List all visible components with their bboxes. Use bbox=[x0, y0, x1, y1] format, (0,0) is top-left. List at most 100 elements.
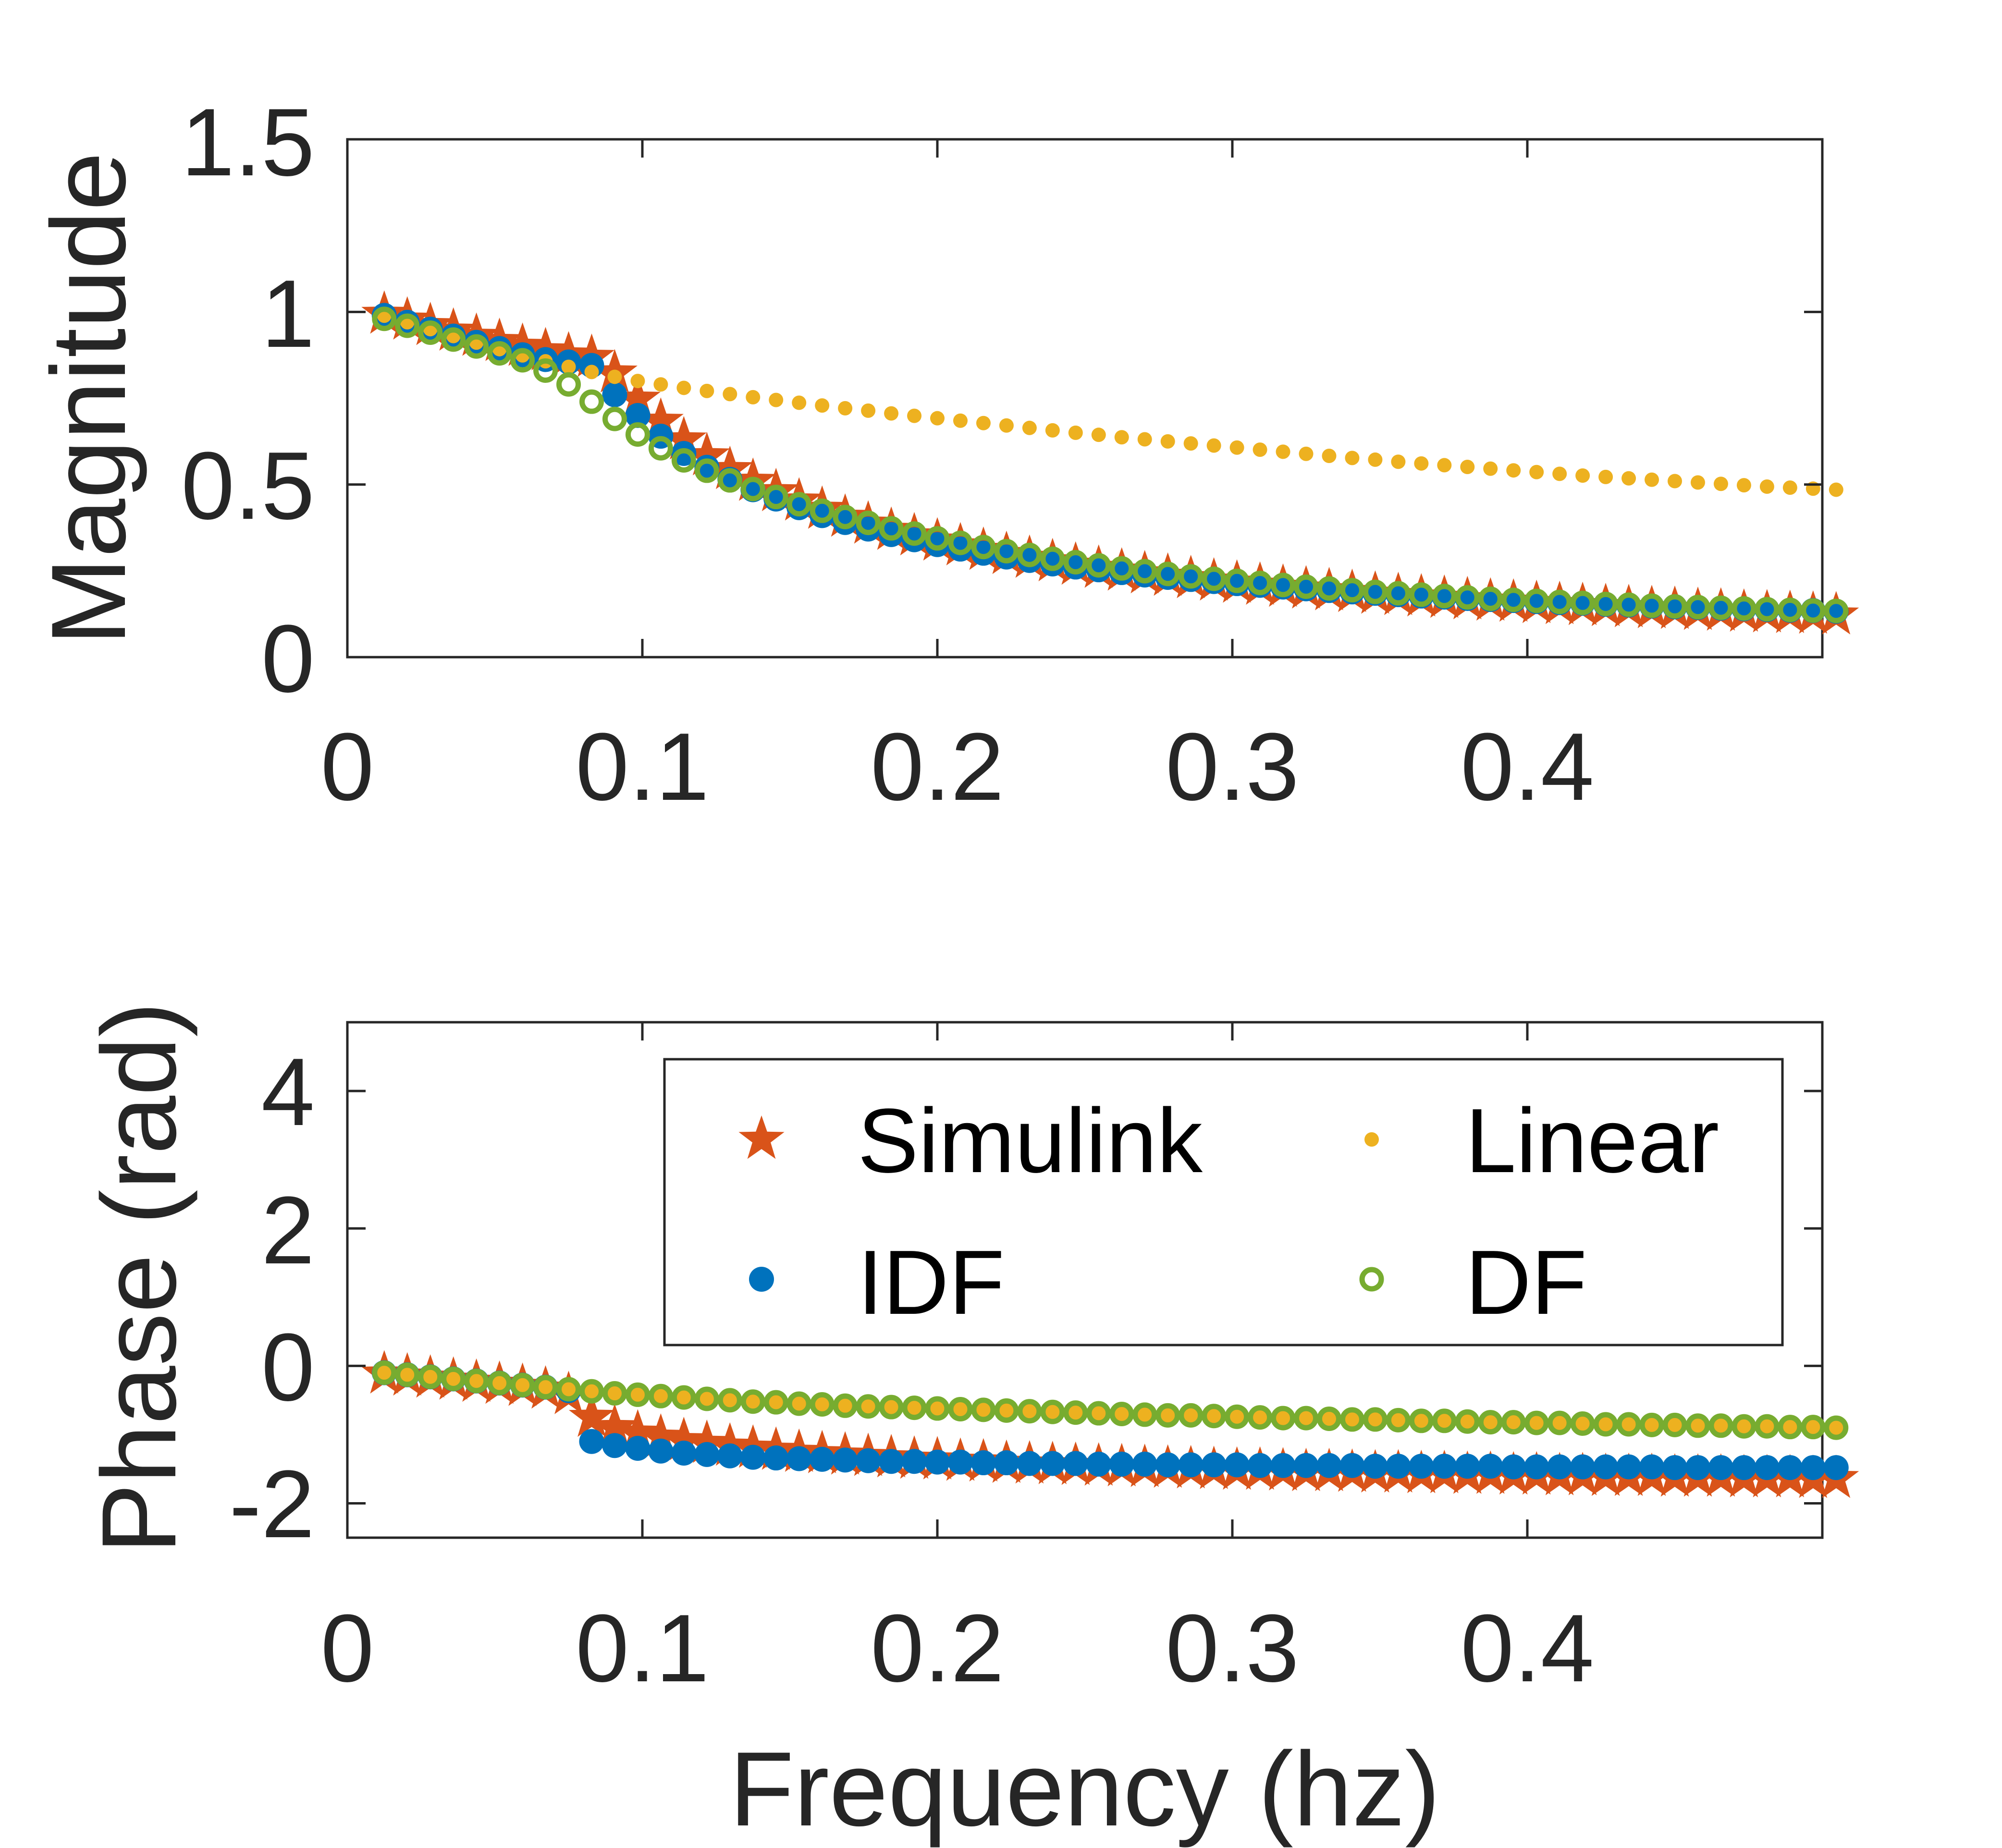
linear-point bbox=[561, 359, 576, 374]
linear-point bbox=[561, 1382, 576, 1396]
linear-point bbox=[999, 1403, 1014, 1418]
linear-point bbox=[1621, 1417, 1636, 1432]
legend-marker-circle-icon bbox=[1359, 1267, 1384, 1292]
df-point bbox=[533, 1375, 558, 1400]
df-point bbox=[971, 535, 996, 560]
simulink-point bbox=[684, 432, 730, 476]
df-point bbox=[395, 1362, 420, 1387]
linear-point bbox=[1782, 1420, 1797, 1434]
df-point bbox=[1455, 1409, 1480, 1434]
legend-marker bbox=[749, 1267, 774, 1292]
idf-point bbox=[602, 1433, 627, 1458]
idf-point bbox=[1040, 1451, 1065, 1476]
idf-point bbox=[1155, 1452, 1180, 1478]
linear-point bbox=[838, 1398, 853, 1413]
df-point bbox=[833, 1393, 858, 1418]
linear-point bbox=[1229, 440, 1244, 455]
mag-xtick-label: 0.2 bbox=[871, 713, 1004, 820]
linear-point bbox=[1114, 430, 1129, 445]
df-point bbox=[1248, 1405, 1273, 1430]
df-point bbox=[1202, 566, 1227, 591]
df-point bbox=[1316, 1406, 1341, 1431]
linear-point bbox=[1575, 468, 1590, 483]
df-point bbox=[717, 468, 742, 493]
linear-point bbox=[700, 1392, 714, 1407]
idf-point bbox=[1662, 1455, 1687, 1481]
idf-point bbox=[1823, 1455, 1849, 1481]
linear-point bbox=[1621, 471, 1636, 486]
linear-point bbox=[1713, 477, 1728, 491]
df-point bbox=[510, 1372, 535, 1397]
df-point bbox=[1616, 592, 1641, 617]
linear-point bbox=[1276, 444, 1290, 459]
linear-point bbox=[700, 383, 714, 398]
df-point bbox=[1685, 1413, 1710, 1438]
linear-point bbox=[1736, 478, 1751, 493]
idf-point bbox=[579, 1429, 604, 1454]
linear-point bbox=[1552, 1416, 1567, 1431]
df-point bbox=[372, 306, 397, 331]
linear-point bbox=[584, 365, 599, 379]
linear-point bbox=[1736, 1419, 1751, 1434]
df-point bbox=[902, 521, 927, 546]
linear-point bbox=[1759, 1419, 1774, 1434]
linear-point bbox=[953, 1402, 968, 1417]
linear-point bbox=[1160, 434, 1175, 449]
df-point bbox=[1732, 596, 1756, 621]
linear-point bbox=[1713, 1418, 1728, 1433]
df-point bbox=[994, 538, 1019, 563]
idf-point bbox=[1547, 1454, 1572, 1480]
idf-point bbox=[1293, 1453, 1319, 1478]
phase-xtick-label: 0.2 bbox=[871, 1595, 1004, 1702]
idf-point bbox=[1432, 1454, 1457, 1479]
df-point bbox=[1708, 595, 1733, 620]
idf-point bbox=[947, 1449, 973, 1475]
df-point bbox=[1685, 595, 1710, 620]
simulink-point bbox=[568, 1393, 614, 1437]
idf-point bbox=[1017, 548, 1042, 573]
linear-point bbox=[930, 411, 945, 426]
df-point bbox=[925, 526, 950, 551]
df-point bbox=[602, 1381, 627, 1406]
df-point bbox=[395, 313, 420, 338]
legend-marker-dot-icon bbox=[749, 1267, 774, 1292]
magnitude-data-marks bbox=[361, 290, 1859, 635]
legend-entry-df: DF bbox=[1359, 1232, 1587, 1334]
linear-point bbox=[1506, 463, 1521, 478]
idf-point bbox=[1201, 1452, 1227, 1478]
df-point bbox=[1409, 582, 1434, 607]
idf-point bbox=[879, 1449, 904, 1474]
linear-point bbox=[1253, 1410, 1267, 1425]
idf-point bbox=[970, 540, 996, 566]
df-point bbox=[1432, 584, 1457, 609]
df-point bbox=[1593, 1412, 1618, 1437]
linear-point bbox=[1668, 1418, 1682, 1432]
linear-point bbox=[907, 408, 922, 423]
idf-point bbox=[1777, 1455, 1803, 1481]
magnitude-ylabel: Magnitude bbox=[29, 152, 147, 645]
df-point bbox=[1155, 562, 1180, 587]
legend: Simulink Linear IDF DF bbox=[663, 1058, 1784, 1346]
simulink-point bbox=[661, 416, 707, 460]
df-point bbox=[1662, 594, 1687, 619]
linear-point bbox=[1759, 479, 1774, 494]
simulink-point bbox=[638, 1413, 684, 1457]
idf-point bbox=[671, 1441, 697, 1466]
df-point bbox=[1386, 1407, 1411, 1432]
linear-point bbox=[769, 392, 784, 407]
legend-label: Linear bbox=[1465, 1090, 1719, 1192]
df-point bbox=[1478, 1410, 1503, 1435]
idf-point bbox=[879, 522, 904, 547]
idf-point bbox=[947, 537, 973, 562]
df-point bbox=[625, 1382, 650, 1407]
df-point bbox=[464, 1369, 489, 1394]
df-point bbox=[1639, 593, 1664, 618]
idf-point bbox=[740, 1444, 766, 1470]
df-point bbox=[1294, 1406, 1318, 1431]
linear-point bbox=[976, 416, 991, 430]
idf-point bbox=[810, 1446, 835, 1472]
linear-point bbox=[446, 1371, 461, 1386]
df-point bbox=[1132, 559, 1157, 584]
linear-point bbox=[1137, 432, 1152, 447]
df-point bbox=[1109, 1401, 1134, 1426]
